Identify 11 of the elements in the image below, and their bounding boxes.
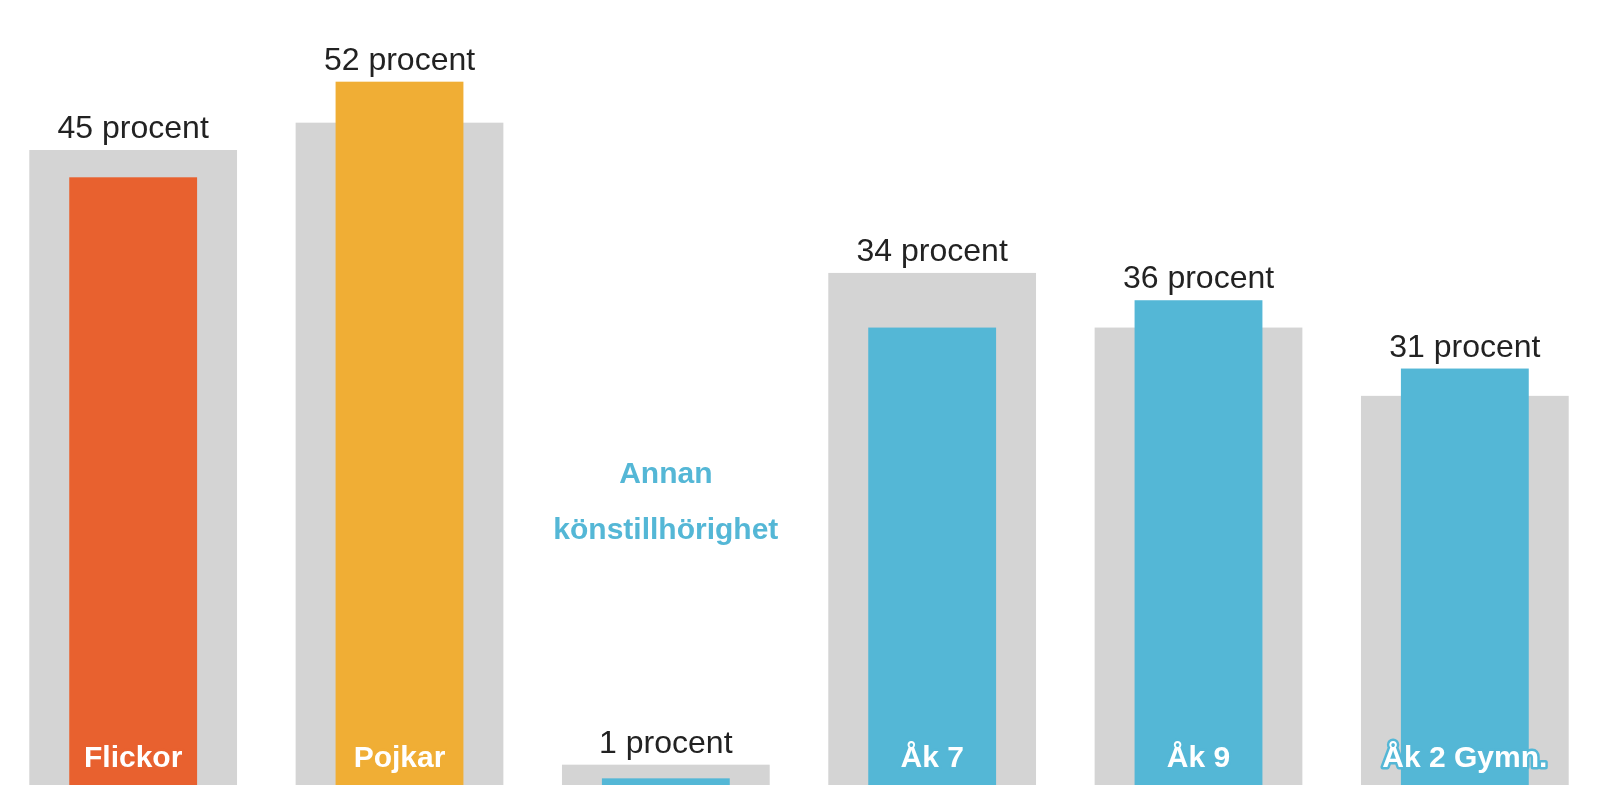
x-tick-label: Flickor <box>83 740 183 773</box>
x-tick-label: Pojkar <box>353 740 446 773</box>
x-tick-label: Åk 9 <box>1166 740 1231 773</box>
data-label: 36 procent <box>1122 259 1275 296</box>
data-label: 31 procent <box>1389 327 1541 364</box>
data-label: 1 procent <box>599 723 733 760</box>
data-label: 52 procent <box>323 40 476 77</box>
x-tick-label: Annan könstillhörighet <box>553 455 779 545</box>
x-tick-label: Åk 7 <box>900 740 964 773</box>
data-label: 45 procent <box>57 108 209 145</box>
data-label: 34 procent <box>856 231 1008 268</box>
